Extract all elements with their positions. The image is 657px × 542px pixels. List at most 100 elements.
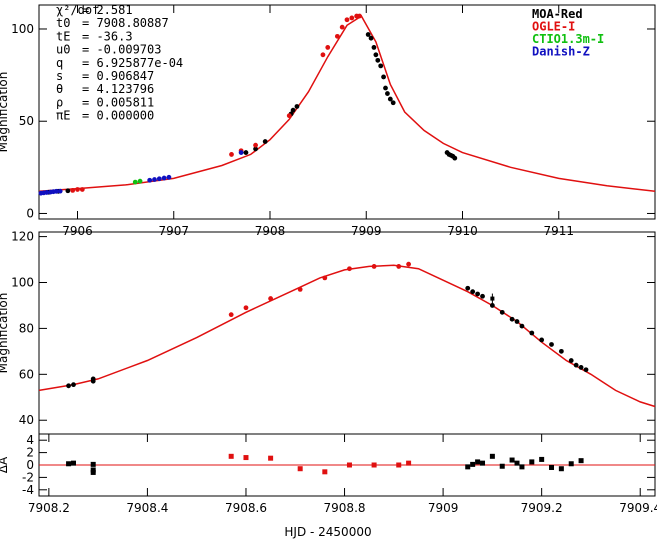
param-label: tE bbox=[56, 29, 70, 43]
data-point bbox=[253, 146, 258, 152]
data-point bbox=[514, 319, 520, 324]
legend-entry: CTIO1.3m-I bbox=[532, 32, 604, 46]
y-tick-label: -2 bbox=[22, 470, 34, 484]
y-tick-label: 60 bbox=[19, 367, 34, 381]
x-tick-label: 7909 bbox=[351, 224, 382, 238]
data-point bbox=[465, 464, 471, 470]
param-label: χ²/dof bbox=[56, 3, 99, 17]
x-tick-label: 7908.2 bbox=[28, 501, 70, 515]
data-point bbox=[228, 312, 234, 318]
param-value: = 6.925877e-04 bbox=[82, 56, 183, 70]
data-point bbox=[406, 261, 411, 267]
y-tick-label: 50 bbox=[19, 114, 34, 128]
param-value: = 2.581 bbox=[82, 3, 133, 17]
data-point bbox=[349, 15, 355, 21]
legend-entry: MOA-Red bbox=[532, 7, 583, 21]
data-point bbox=[568, 461, 574, 467]
data-point bbox=[373, 52, 379, 58]
param-label: θ bbox=[56, 82, 63, 96]
data-point bbox=[365, 32, 371, 37]
param-label: t0 bbox=[56, 16, 70, 30]
data-point bbox=[152, 177, 157, 182]
data-point bbox=[290, 107, 296, 113]
param-label: u0 bbox=[56, 43, 70, 57]
data-point bbox=[465, 285, 471, 291]
data-point bbox=[383, 85, 388, 91]
data-point bbox=[539, 337, 545, 343]
data-point bbox=[371, 264, 377, 269]
data-point bbox=[396, 462, 402, 468]
parameter-block: χ²/dof= 2.581 t0 = 7908.80887 tE = -36.3 u0 = … bbox=[56, 3, 183, 123]
model-curve bbox=[38, 15, 656, 193]
data-point bbox=[529, 459, 535, 465]
data-point bbox=[90, 469, 96, 475]
data-point bbox=[470, 289, 476, 295]
data-point bbox=[578, 458, 584, 464]
y-tick-label: 80 bbox=[19, 321, 34, 335]
param-value: = 0.906847 bbox=[82, 69, 154, 83]
data-point bbox=[368, 35, 374, 41]
bottom-panel: 7908.2 7908.4 7908.6 7908.8 7909 7909.2 7909. 4… bbox=[0, 433, 657, 515]
plot-frame bbox=[38, 4, 656, 220]
data-point bbox=[243, 305, 249, 311]
data-point bbox=[322, 275, 328, 281]
top-panel: 7906 7907 7908 7909 7910 7911 0 50 100 Magnificat… bbox=[0, 4, 656, 238]
data-point bbox=[334, 33, 340, 39]
data-point bbox=[161, 175, 167, 181]
param-value: = 7908.80887 bbox=[82, 16, 169, 30]
middle-panel: 40 60 80 100 120 Magnification bbox=[0, 230, 656, 435]
x-tick-label: 7910 bbox=[447, 224, 478, 238]
y-tick-label: 0 bbox=[26, 458, 34, 472]
data-point bbox=[519, 323, 525, 329]
data-point bbox=[346, 462, 352, 468]
data-point bbox=[470, 461, 476, 467]
data-point bbox=[90, 461, 96, 467]
data-point bbox=[390, 100, 396, 106]
param-value: = 0.000000 bbox=[82, 109, 154, 123]
param-value: = 4.123796 bbox=[82, 82, 154, 96]
data-point bbox=[253, 142, 258, 148]
data-point bbox=[480, 460, 486, 466]
x-tick-label: 7911 bbox=[543, 224, 574, 238]
y-tick-label: 2 bbox=[26, 446, 34, 460]
data-point bbox=[75, 187, 80, 192]
data-point bbox=[371, 45, 377, 50]
data-point bbox=[71, 382, 76, 388]
data-point bbox=[509, 316, 515, 322]
data-point bbox=[90, 376, 96, 382]
data-point bbox=[156, 176, 162, 182]
data-point bbox=[519, 464, 525, 470]
param-value: = -0.009703 bbox=[82, 43, 161, 57]
y-tick-label: 40 bbox=[19, 413, 34, 427]
data-point bbox=[268, 455, 274, 461]
data-point bbox=[325, 45, 331, 50]
x-tick-label: 7908.6 bbox=[225, 501, 267, 515]
data-point bbox=[480, 293, 485, 299]
y-tick-label: 100 bbox=[11, 276, 34, 290]
x-tick-label: 7909 bbox=[428, 501, 459, 515]
data-point bbox=[371, 462, 377, 468]
y-tick-label: -4 bbox=[22, 483, 34, 497]
data-point bbox=[53, 188, 59, 194]
data-point bbox=[489, 303, 495, 308]
param-label: ρ bbox=[56, 95, 63, 109]
data-point bbox=[375, 57, 381, 63]
data-point bbox=[558, 466, 564, 472]
data-point bbox=[243, 150, 249, 155]
y-axis-label: Magnification bbox=[0, 293, 10, 374]
data-point bbox=[385, 91, 390, 96]
data-point bbox=[243, 455, 249, 461]
y-tick-label: 120 bbox=[11, 230, 34, 244]
data-point bbox=[549, 342, 554, 347]
x-axis-label: HJD - 2450000 bbox=[284, 525, 371, 539]
param-value: = 0.005811 bbox=[82, 95, 154, 109]
data-point bbox=[79, 187, 85, 192]
data-point bbox=[509, 457, 515, 463]
data-point bbox=[490, 296, 495, 301]
data-point bbox=[132, 179, 138, 185]
data-point bbox=[499, 463, 505, 469]
x-tick-label: 7908.4 bbox=[126, 501, 168, 515]
data-point bbox=[578, 365, 584, 370]
x-tick-label: 7907 bbox=[158, 224, 189, 238]
data-point bbox=[57, 188, 63, 194]
